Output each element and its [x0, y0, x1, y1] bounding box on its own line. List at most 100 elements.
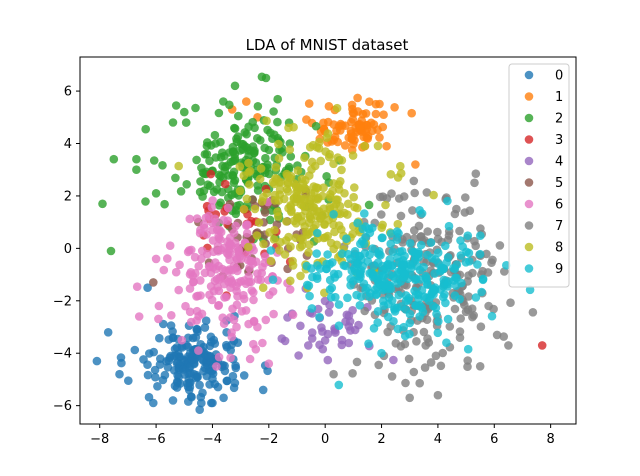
data-point — [433, 328, 443, 338]
data-point — [391, 339, 401, 348]
data-point — [434, 259, 444, 269]
data-point — [239, 171, 249, 180]
data-point — [228, 170, 237, 180]
data-point — [420, 363, 430, 372]
data-point — [186, 268, 196, 277]
legend-label: 5 — [555, 176, 563, 191]
data-point — [239, 294, 249, 304]
data-point — [329, 159, 338, 169]
x-tick-label: 2 — [377, 432, 385, 447]
data-point — [244, 277, 254, 287]
data-point — [348, 104, 357, 114]
data-point — [411, 160, 420, 169]
data-point — [181, 118, 191, 127]
data-point — [390, 103, 399, 112]
data-point — [235, 186, 245, 196]
data-point — [239, 204, 249, 214]
data-point — [307, 157, 317, 167]
legend-item: 8 — [524, 241, 563, 256]
data-point — [132, 154, 141, 164]
data-point — [377, 210, 386, 219]
data-point — [330, 227, 339, 237]
data-point — [226, 353, 235, 363]
data-point — [300, 153, 309, 162]
data-point — [269, 309, 278, 319]
legend-label: 9 — [555, 262, 563, 277]
data-point — [158, 161, 167, 170]
data-point — [220, 166, 230, 175]
data-point — [165, 241, 175, 250]
data-point — [344, 338, 354, 348]
legend-label: 7 — [555, 219, 563, 234]
data-point — [463, 344, 473, 354]
data-point — [377, 348, 386, 358]
data-point — [303, 280, 312, 290]
data-point — [442, 338, 451, 348]
data-point — [379, 110, 388, 119]
data-point — [329, 369, 338, 379]
data-point — [169, 351, 179, 361]
data-point — [253, 102, 263, 111]
data-point — [249, 316, 259, 326]
data-point — [307, 304, 317, 313]
data-point — [400, 339, 410, 349]
data-point — [228, 371, 238, 381]
data-point — [139, 355, 148, 364]
data-point — [273, 94, 283, 104]
data-point — [383, 312, 393, 322]
data-point — [329, 210, 338, 219]
data-point — [232, 322, 241, 332]
legend-marker — [524, 178, 534, 187]
data-point — [274, 139, 283, 149]
data-point — [286, 276, 295, 286]
data-point — [307, 328, 317, 337]
data-point — [360, 141, 369, 151]
data-point — [375, 133, 384, 142]
data-point — [304, 248, 313, 257]
data-point — [326, 293, 336, 302]
data-point — [227, 279, 237, 288]
data-point — [208, 398, 217, 408]
data-point — [415, 206, 424, 215]
data-point — [301, 184, 311, 194]
data-point — [399, 192, 409, 201]
data-point — [149, 347, 158, 357]
data-point — [271, 163, 281, 172]
data-point — [134, 312, 144, 321]
data-point — [210, 130, 220, 140]
data-point — [194, 261, 203, 271]
data-point — [204, 262, 214, 271]
data-point — [257, 268, 267, 278]
data-point — [412, 337, 421, 346]
data-point — [306, 214, 316, 224]
data-point — [208, 225, 217, 235]
data-point — [174, 285, 183, 295]
data-point — [324, 308, 334, 317]
data-point — [266, 256, 276, 266]
data-point — [283, 178, 293, 187]
data-point — [428, 301, 438, 311]
x-tick-label: 6 — [490, 432, 498, 447]
data-point — [319, 204, 329, 213]
data-point — [444, 231, 454, 240]
data-point — [206, 169, 216, 179]
data-point — [365, 269, 374, 278]
data-point — [294, 183, 304, 192]
legend-marker — [524, 135, 534, 144]
data-point — [205, 181, 215, 191]
data-point — [375, 192, 385, 202]
data-point — [214, 301, 223, 311]
data-point — [349, 276, 358, 286]
data-point — [396, 169, 406, 178]
data-point — [353, 218, 362, 228]
data-point — [168, 396, 178, 405]
data-point — [227, 332, 237, 342]
legend-item: 2 — [524, 112, 563, 127]
data-point — [224, 266, 234, 276]
data-point — [225, 239, 235, 248]
data-point — [414, 290, 423, 300]
data-point — [445, 322, 455, 331]
legend-item: 1 — [524, 90, 563, 105]
data-point — [390, 303, 399, 313]
data-point — [143, 283, 152, 293]
